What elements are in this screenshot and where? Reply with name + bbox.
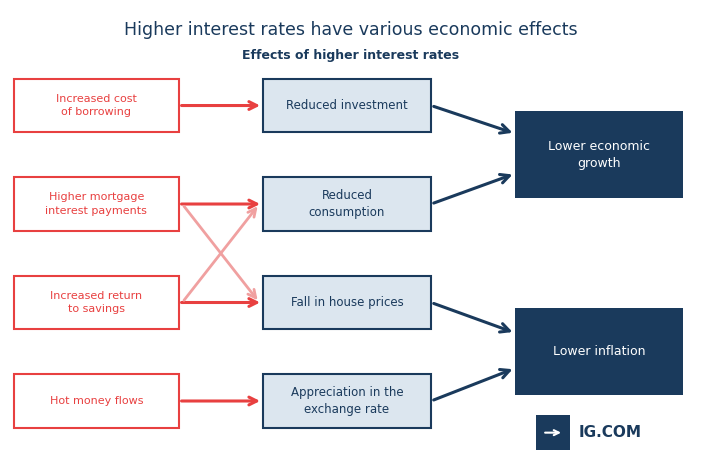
Text: Effects of higher interest rates: Effects of higher interest rates	[242, 49, 459, 62]
Text: Increased cost
of borrowing: Increased cost of borrowing	[56, 94, 137, 117]
Text: Appreciation in the
exchange rate: Appreciation in the exchange rate	[291, 386, 403, 416]
FancyBboxPatch shape	[14, 177, 179, 231]
Text: Reduced
consumption: Reduced consumption	[309, 189, 385, 219]
Text: Lower inflation: Lower inflation	[553, 345, 646, 358]
Text: IG.COM: IG.COM	[578, 425, 641, 440]
FancyBboxPatch shape	[14, 276, 179, 330]
FancyBboxPatch shape	[515, 309, 683, 395]
FancyBboxPatch shape	[263, 374, 431, 428]
FancyBboxPatch shape	[14, 374, 179, 428]
Text: Higher interest rates have various economic effects: Higher interest rates have various econo…	[123, 21, 578, 39]
FancyBboxPatch shape	[14, 79, 179, 133]
FancyBboxPatch shape	[515, 112, 683, 198]
FancyBboxPatch shape	[263, 79, 431, 133]
Text: Reduced investment: Reduced investment	[286, 99, 408, 112]
Text: Hot money flows: Hot money flows	[50, 396, 143, 406]
Text: Lower economic
growth: Lower economic growth	[548, 140, 651, 170]
FancyBboxPatch shape	[536, 415, 570, 450]
Text: Fall in house prices: Fall in house prices	[291, 296, 403, 309]
Text: Increased return
to savings: Increased return to savings	[50, 291, 142, 314]
FancyBboxPatch shape	[263, 276, 431, 330]
FancyBboxPatch shape	[263, 177, 431, 231]
Text: Higher mortgage
interest payments: Higher mortgage interest payments	[46, 192, 147, 216]
